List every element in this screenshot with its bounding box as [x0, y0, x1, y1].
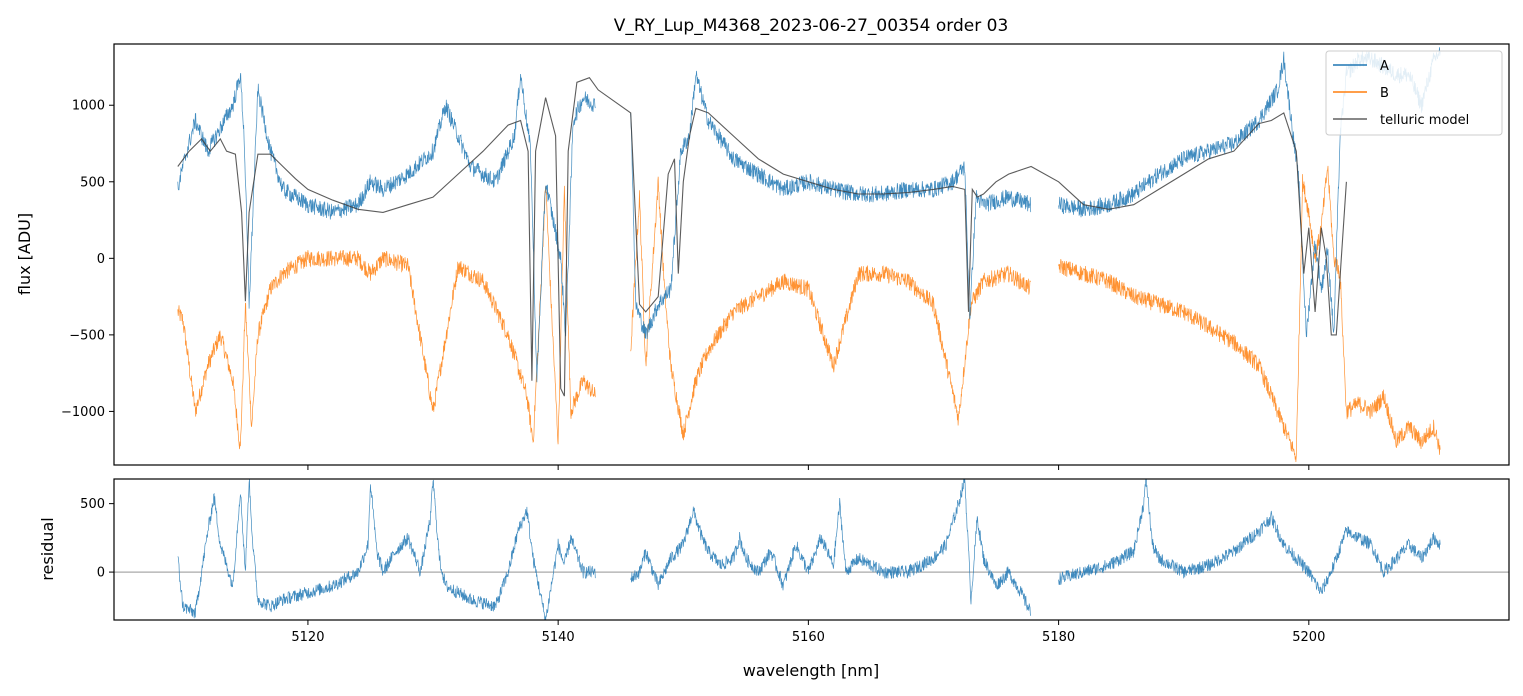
residual-y-tick-label: 0: [97, 566, 105, 581]
legend: A B telluric model: [1325, 50, 1503, 136]
residual-axes-frame: [113, 478, 1510, 621]
legend-label-telluric: telluric model: [1380, 113, 1469, 128]
residual-x-ticks: 5120 5140 5160 5180 5200: [291, 620, 1325, 645]
x-tick-label: 5200: [1292, 630, 1325, 645]
flux-series-group: [177, 47, 1441, 463]
flux-y-tick-label: 0: [97, 252, 105, 267]
flux-y-axis-label: flux [ADU]: [15, 213, 34, 295]
series-line-b: [177, 165, 1441, 463]
legend-label-a: A: [1380, 59, 1389, 74]
x-tick-label: 5180: [1042, 630, 1075, 645]
x-tick-label: 5120: [291, 630, 324, 645]
flux-y-tick-label: 1000: [72, 99, 105, 114]
residual-y-axis-label: residual: [38, 517, 57, 580]
series-line-telluric-model: [177, 77, 1347, 397]
residual-series-group: [114, 479, 1509, 620]
x-tick-label: 5140: [542, 630, 575, 645]
x-tick-label: 5160: [792, 630, 825, 645]
residual-y-tick-label: 500: [80, 497, 105, 512]
legend-label-b: B: [1380, 86, 1389, 101]
flux-y-tick-label: −1000: [61, 405, 105, 420]
flux-y-ticks: 1000 500 0 −500 −1000: [61, 99, 114, 420]
flux-axes-frame: [113, 43, 1510, 466]
chart-title: V_RY_Lup_M4368_2023-06-27_00354 order 03: [614, 16, 1009, 36]
flux-panel: 1000 500 0 −500 −1000 flux [ADU] A B telluri…: [15, 43, 1510, 470]
residual-panel: 500 0 5120 5140 5160 5180 5200 residual wavel…: [38, 478, 1510, 680]
flux-y-tick-label: −500: [69, 328, 105, 343]
legend-frame: [1325, 50, 1503, 136]
residual-y-ticks: 500 0: [80, 497, 114, 581]
flux-y-tick-label: 500: [80, 175, 105, 190]
flux-x-ticks: [307, 465, 1310, 470]
x-axis-label: wavelength [nm]: [743, 661, 880, 680]
series-line-residual: [177, 479, 1441, 620]
